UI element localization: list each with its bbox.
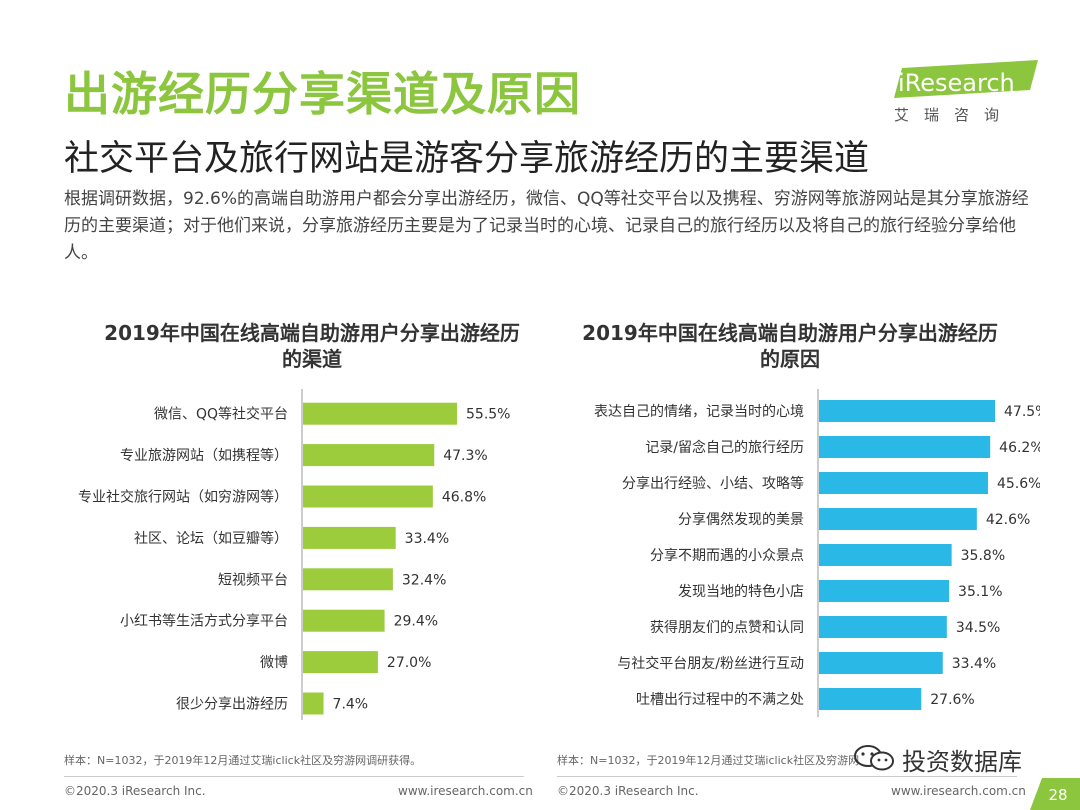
bar xyxy=(303,692,324,715)
chart-title-line: 2019年中国在线高端自助游用户分享出游经历 xyxy=(104,321,520,345)
value-label: 33.4% xyxy=(405,531,449,547)
bar xyxy=(819,436,991,458)
page-number-badge: 28 xyxy=(1030,778,1080,810)
category-label: 专业社交旅行网站（如穷游网等） xyxy=(78,489,288,506)
value-label: 27.0% xyxy=(387,655,431,671)
category-label: 社区、论坛（如豆瓣等） xyxy=(134,530,288,547)
category-label: 专业旅游网站（如携程等） xyxy=(120,447,288,464)
footer-divider-right xyxy=(557,776,1017,777)
category-label: 分享不期而遇的小众景点 xyxy=(650,547,804,564)
value-label: 55.5% xyxy=(466,407,510,423)
value-label: 35.8% xyxy=(961,548,1005,564)
category-label: 记录/留念自己的旅行经历 xyxy=(645,439,804,456)
bar xyxy=(819,616,947,638)
chart-title-reasons: 2019年中国在线高端自助游用户分享出游经历 的原因 xyxy=(550,320,1030,372)
value-label: 47.5% xyxy=(1004,404,1040,420)
value-label: 27.6% xyxy=(930,692,974,708)
sample-note-right: 样本：N=1032，于2019年12月通过艾瑞iclick社区及穷游网 xyxy=(557,754,860,767)
category-label: 表达自己的情绪，记录当时的心境 xyxy=(594,404,804,420)
value-label: 45.6% xyxy=(997,476,1040,492)
value-label: 33.4% xyxy=(952,656,996,672)
category-label: 与社交平台朋友/粉丝进行互动 xyxy=(617,655,804,672)
footer-url-right: www.iresearch.com.cn xyxy=(891,784,1026,798)
value-label: 35.1% xyxy=(958,584,1002,600)
logo-brand-text: iResearch xyxy=(898,69,1015,97)
iresearch-logo: iResearch 艾瑞咨询 xyxy=(888,60,1038,124)
category-label: 小红书等生活方式分享平台 xyxy=(120,613,288,630)
footer-url-left: www.iresearch.com.cn xyxy=(398,784,533,798)
category-label: 很少分享出游经历 xyxy=(176,696,288,713)
chart-title-channels: 2019年中国在线高端自助游用户分享出游经历 的渠道 xyxy=(72,320,552,372)
chart-title-line: 的原因 xyxy=(760,347,820,371)
bar xyxy=(819,580,950,602)
sample-note-left: 样本：N=1032，于2019年12月通过艾瑞iclick社区及穷游网调研获得。 xyxy=(64,754,422,767)
footer-divider-left xyxy=(64,776,524,777)
category-label: 获得朋友们的点赞和认同 xyxy=(650,619,804,636)
value-label: 42.6% xyxy=(986,512,1030,528)
chart-title-line: 2019年中国在线高端自助游用户分享出游经历 xyxy=(582,321,998,345)
bar xyxy=(303,568,393,591)
wechat-icon xyxy=(854,745,894,771)
footer-copyright-right: ©2020.3 iResearch Inc. xyxy=(557,784,699,798)
bar xyxy=(303,402,457,425)
category-label: 微博 xyxy=(260,654,288,671)
page-number: 28 xyxy=(1048,786,1067,804)
value-label: 7.4% xyxy=(333,697,369,713)
bar xyxy=(819,472,988,494)
channels-bar-chart: 微信、QQ等社交平台 55.5% 专业旅游网站（如携程等） 47.3% 专业社交旅行网站… xyxy=(78,389,510,720)
footer-copyright-left: ©2020.3 iResearch Inc. xyxy=(64,784,206,798)
page-subtitle: 社交平台及旅行网站是游客分享旅游经历的主要渠道 xyxy=(64,139,870,179)
category-label: 短视频平台 xyxy=(218,572,288,588)
description-text: 根据调研数据，92.6%的高端自助游用户都会分享出游经历，微信、QQ等社交平台以… xyxy=(64,189,1029,263)
value-label: 46.2% xyxy=(999,440,1040,456)
value-label: 34.5% xyxy=(956,620,1000,636)
value-label: 29.4% xyxy=(394,614,438,630)
value-label: 47.3% xyxy=(443,448,487,464)
iresearch-logo-mark: iResearch xyxy=(894,60,1038,98)
bar xyxy=(303,651,378,674)
category-label: 分享偶然发现的美景 xyxy=(678,511,804,528)
bar xyxy=(819,400,995,422)
category-label: 分享出行经验、小结、攻略等 xyxy=(622,475,804,492)
logo-cn-text: 艾瑞咨询 xyxy=(894,106,1015,124)
category-label: 吐槽出行过程中的不满之处 xyxy=(636,692,804,708)
bar xyxy=(819,652,943,674)
bar xyxy=(303,444,435,467)
bar xyxy=(303,526,396,549)
bar xyxy=(303,609,385,632)
reasons-bar-chart: 表达自己的情绪，记录当时的心境 47.5% 记录/留念自己的旅行经历 46.2% 分享出… xyxy=(594,389,1040,717)
page-title: 出游经历分享渠道及原因 xyxy=(64,67,581,121)
category-label: 微信、QQ等社交平台 xyxy=(154,406,288,423)
bar xyxy=(303,485,433,508)
value-label: 32.4% xyxy=(402,572,446,588)
chart-title-line: 的渠道 xyxy=(282,347,342,371)
bar xyxy=(819,508,977,530)
bar xyxy=(819,688,922,710)
watermark-text: 投资数据库 xyxy=(902,748,1022,776)
bar xyxy=(819,544,952,566)
category-label: 发现当地的特色小店 xyxy=(678,583,804,600)
value-label: 46.8% xyxy=(442,490,486,506)
